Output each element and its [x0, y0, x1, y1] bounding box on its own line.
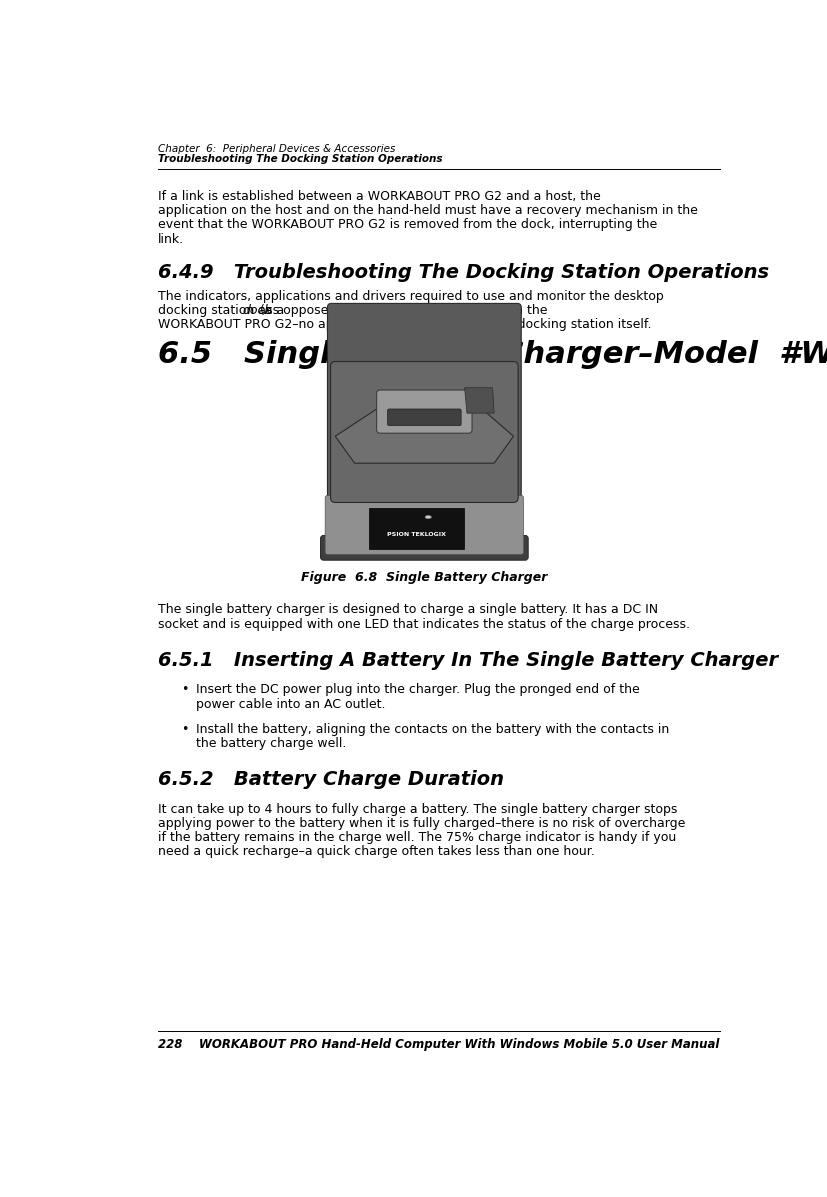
FancyBboxPatch shape	[325, 496, 523, 554]
Text: Chapter  6:  Peripheral Devices & Accessories: Chapter 6: Peripheral Devices & Accessor…	[158, 144, 394, 153]
Text: need a quick recharge–a quick charge often takes less than one hour.: need a quick recharge–a quick charge oft…	[158, 845, 594, 858]
Text: Troubleshooting The Docking Station Operations: Troubleshooting The Docking Station Oper…	[158, 153, 442, 164]
Text: docking station as a: docking station as a	[158, 304, 288, 317]
FancyBboxPatch shape	[330, 361, 518, 503]
FancyBboxPatch shape	[327, 303, 520, 545]
Polygon shape	[335, 409, 513, 463]
Text: event that the WORKABOUT PRO G2 is removed from the dock, interrupting the: event that the WORKABOUT PRO G2 is remov…	[158, 218, 656, 231]
Text: The indicators, applications and drivers required to use and monitor the desktop: The indicators, applications and drivers…	[158, 290, 662, 303]
FancyBboxPatch shape	[329, 547, 519, 557]
Text: The single battery charger is designed to charge a single battery. It has a DC I: The single battery charger is designed t…	[158, 603, 657, 616]
Text: Figure  6.8  Single Battery Charger: Figure 6.8 Single Battery Charger	[301, 571, 547, 584]
Text: If a link is established between a WORKABOUT PRO G2 and a host, the: If a link is established between a WORKA…	[158, 190, 600, 202]
Text: It can take up to 4 hours to fully charge a battery. The single battery charger : It can take up to 4 hours to fully charg…	[158, 803, 676, 816]
Text: if the battery remains in the charge well. The 75% charge indicator is handy if : if the battery remains in the charge wel…	[158, 831, 675, 844]
Text: 6.5.1   Inserting A Battery In The Single Battery Charger: 6.5.1 Inserting A Battery In The Single …	[158, 651, 777, 670]
Text: Install the battery, aligning the contacts on the battery with the contacts in: Install the battery, aligning the contac…	[196, 723, 669, 736]
Text: (as opposed to a charger) are installed on the: (as opposed to a charger) are installed …	[256, 304, 547, 317]
Text: •: •	[181, 683, 189, 697]
Text: Insert the DC power plug into the charger. Plug the pronged end of the: Insert the DC power plug into the charge…	[196, 683, 639, 697]
Text: applying power to the battery when it is fully charged–there is no risk of overc: applying power to the battery when it is…	[158, 818, 684, 830]
Text: WORKABOUT PRO G2–no applications are present on the docking station itself.: WORKABOUT PRO G2–no applications are pre…	[158, 318, 651, 332]
Text: the battery charge well.: the battery charge well.	[196, 737, 347, 751]
Text: 6.5.2   Battery Charge Duration: 6.5.2 Battery Charge Duration	[158, 771, 503, 789]
Text: PSION TEKLOGIX: PSION TEKLOGIX	[387, 533, 446, 537]
Text: dock: dock	[242, 304, 272, 317]
Ellipse shape	[424, 516, 431, 518]
Text: 6.5   Single Battery Charger–Model  #WA3001-G1: 6.5 Single Battery Charger–Model #WA3001…	[158, 340, 827, 369]
FancyBboxPatch shape	[376, 390, 471, 433]
Text: 6.4.9   Troubleshooting The Docking Station Operations: 6.4.9 Troubleshooting The Docking Statio…	[158, 263, 768, 282]
FancyBboxPatch shape	[320, 535, 528, 560]
Text: 228    WORKABOUT PRO Hand-Held Computer With Windows Mobile 5.0 User Manual: 228 WORKABOUT PRO Hand-Held Computer Wit…	[158, 1038, 719, 1051]
Text: application on the host and on the hand-held must have a recovery mechanism in t: application on the host and on the hand-…	[158, 203, 697, 217]
Text: power cable into an AC outlet.: power cable into an AC outlet.	[196, 698, 385, 711]
FancyBboxPatch shape	[369, 509, 463, 549]
Text: •: •	[181, 723, 189, 736]
Text: link.: link.	[158, 232, 184, 245]
Polygon shape	[464, 388, 494, 413]
Text: socket and is equipped with one LED that indicates the status of the charge proc: socket and is equipped with one LED that…	[158, 618, 689, 631]
FancyBboxPatch shape	[387, 409, 461, 426]
